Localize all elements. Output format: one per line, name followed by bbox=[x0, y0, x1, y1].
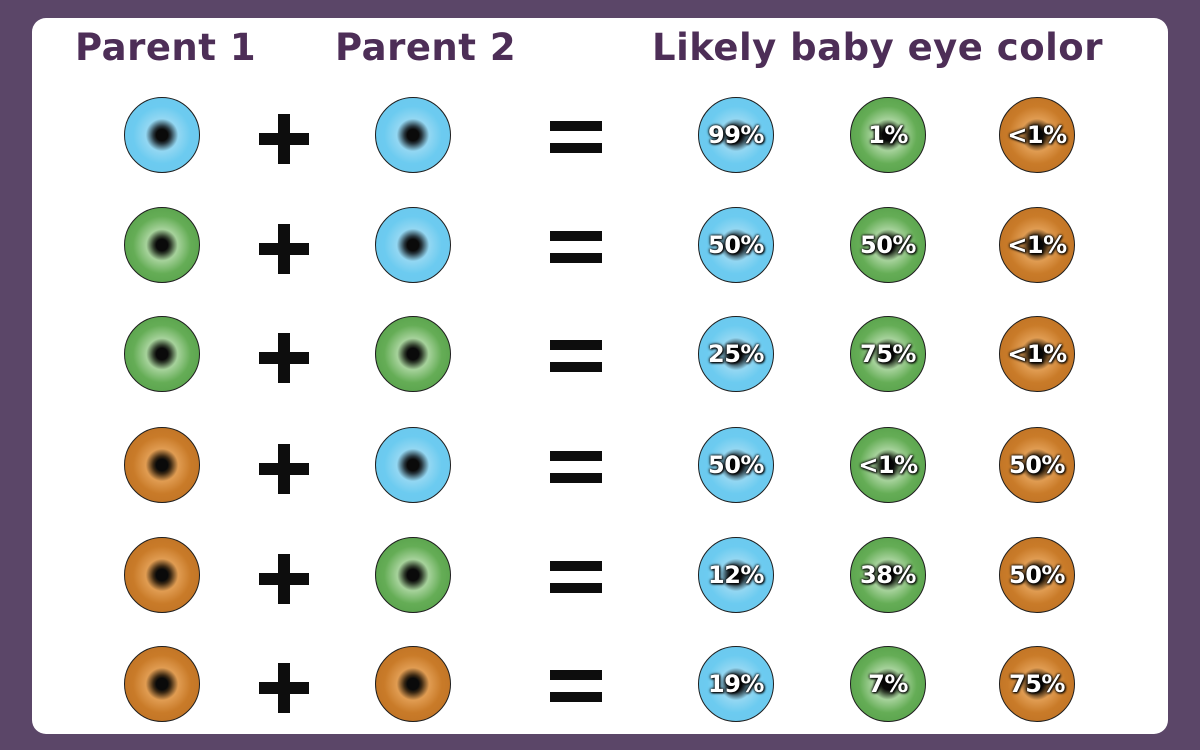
result-blue-eye-icon: 50% bbox=[698, 207, 774, 283]
parent-2-green-eye-icon bbox=[375, 316, 451, 392]
probability-label: 75% bbox=[1009, 670, 1065, 698]
parent-2-brown-eye-icon bbox=[375, 646, 451, 722]
result-brown-eye-icon: <1% bbox=[999, 207, 1075, 283]
header-parent-2: Parent 2 bbox=[335, 26, 517, 69]
result-blue-eye-icon: 25% bbox=[698, 316, 774, 392]
result-green-eye-icon: 38% bbox=[850, 537, 926, 613]
header-parent-1: Parent 1 bbox=[75, 26, 257, 69]
equals-icon bbox=[550, 231, 602, 263]
result-blue-eye-icon: 12% bbox=[698, 537, 774, 613]
plus-icon bbox=[259, 444, 309, 494]
parent-1-blue-eye-icon bbox=[124, 97, 200, 173]
chart-card bbox=[32, 18, 1168, 734]
parent-1-brown-eye-icon bbox=[124, 537, 200, 613]
plus-icon bbox=[259, 333, 309, 383]
parent-1-green-eye-icon bbox=[124, 316, 200, 392]
equals-icon bbox=[550, 121, 602, 153]
equals-icon bbox=[550, 670, 602, 702]
result-green-eye-icon: 1% bbox=[850, 97, 926, 173]
probability-label: 50% bbox=[708, 451, 764, 479]
result-brown-eye-icon: <1% bbox=[999, 97, 1075, 173]
parent-2-blue-eye-icon bbox=[375, 207, 451, 283]
probability-label: <1% bbox=[858, 451, 918, 479]
parent-2-blue-eye-icon bbox=[375, 427, 451, 503]
probability-label: 7% bbox=[868, 670, 908, 698]
probability-label: 38% bbox=[860, 561, 916, 589]
probability-label: <1% bbox=[1007, 231, 1067, 259]
result-green-eye-icon: 7% bbox=[850, 646, 926, 722]
equals-icon bbox=[550, 451, 602, 483]
probability-label: 50% bbox=[1009, 561, 1065, 589]
probability-label: <1% bbox=[1007, 121, 1067, 149]
probability-label: 12% bbox=[708, 561, 764, 589]
result-brown-eye-icon: <1% bbox=[999, 316, 1075, 392]
plus-icon bbox=[259, 114, 309, 164]
result-blue-eye-icon: 99% bbox=[698, 97, 774, 173]
header-likely-baby-eye-color: Likely baby eye color bbox=[652, 26, 1103, 69]
result-brown-eye-icon: 50% bbox=[999, 537, 1075, 613]
probability-label: 25% bbox=[708, 340, 764, 368]
result-green-eye-icon: 50% bbox=[850, 207, 926, 283]
parent-1-brown-eye-icon bbox=[124, 646, 200, 722]
equals-icon bbox=[550, 561, 602, 593]
probability-label: 99% bbox=[708, 121, 764, 149]
plus-icon bbox=[259, 663, 309, 713]
probability-label: 50% bbox=[708, 231, 764, 259]
probability-label: <1% bbox=[1007, 340, 1067, 368]
plus-icon bbox=[259, 224, 309, 274]
parent-2-blue-eye-icon bbox=[375, 97, 451, 173]
probability-label: 19% bbox=[708, 670, 764, 698]
result-blue-eye-icon: 19% bbox=[698, 646, 774, 722]
probability-label: 50% bbox=[860, 231, 916, 259]
probability-label: 50% bbox=[1009, 451, 1065, 479]
probability-label: 75% bbox=[860, 340, 916, 368]
result-green-eye-icon: <1% bbox=[850, 427, 926, 503]
parent-2-green-eye-icon bbox=[375, 537, 451, 613]
result-brown-eye-icon: 75% bbox=[999, 646, 1075, 722]
equals-icon bbox=[550, 340, 602, 372]
result-green-eye-icon: 75% bbox=[850, 316, 926, 392]
result-blue-eye-icon: 50% bbox=[698, 427, 774, 503]
result-brown-eye-icon: 50% bbox=[999, 427, 1075, 503]
plus-icon bbox=[259, 554, 309, 604]
parent-1-green-eye-icon bbox=[124, 207, 200, 283]
parent-1-brown-eye-icon bbox=[124, 427, 200, 503]
probability-label: 1% bbox=[868, 121, 908, 149]
